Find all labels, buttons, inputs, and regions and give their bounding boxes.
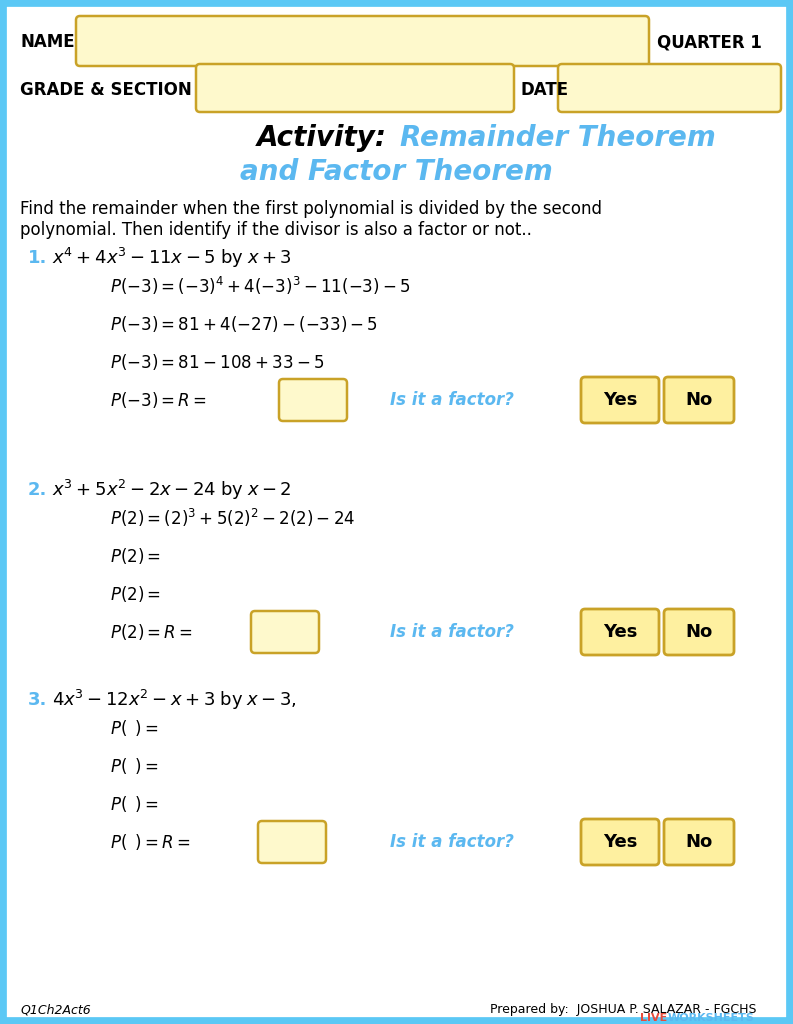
Text: $P(-3) = 81 - 108 + 33 - 5$: $P(-3) = 81 - 108 + 33 - 5$ [110,352,324,372]
FancyBboxPatch shape [581,609,659,655]
Text: Prepared by:  JOSHUA P. SALAZAR - FGCHS: Prepared by: JOSHUA P. SALAZAR - FGCHS [490,1004,757,1017]
Text: No: No [685,833,713,851]
FancyBboxPatch shape [279,379,347,421]
Text: WORKSHEETS: WORKSHEETS [668,1013,755,1023]
Text: Is it a factor?: Is it a factor? [390,391,514,409]
Text: $P(\enspace) =$: $P(\enspace) =$ [110,718,159,738]
Text: and Factor Theorem: and Factor Theorem [239,158,553,186]
Text: Find the remainder when the first polynomial is divided by the second
polynomial: Find the remainder when the first polyno… [20,200,602,239]
Text: LIVE: LIVE [640,1013,667,1023]
FancyBboxPatch shape [196,63,514,112]
FancyBboxPatch shape [251,611,319,653]
Text: $4x^3 - 12x^2 - x + 3\;$by$\; x - 3,$: $4x^3 - 12x^2 - x + 3\;$by$\; x - 3,$ [52,688,297,712]
Text: 3.: 3. [28,691,48,709]
Text: $P(2) = R =$: $P(2) = R =$ [110,622,193,642]
Text: No: No [685,391,713,409]
FancyBboxPatch shape [664,377,734,423]
Text: $P(-3) = 81 + 4(-27) - (-33) - 5$: $P(-3) = 81 + 4(-27) - (-33) - 5$ [110,314,378,334]
Text: $P(-3) = R =$: $P(-3) = R =$ [110,390,207,410]
Text: $P(\enspace) =$: $P(\enspace) =$ [110,756,159,776]
Text: Is it a factor?: Is it a factor? [390,833,514,851]
Text: $P(\enspace) = R =$: $P(\enspace) = R =$ [110,831,190,852]
Text: Activity:: Activity: [256,124,396,152]
Text: Yes: Yes [603,623,638,641]
Text: $P(\enspace) =$: $P(\enspace) =$ [110,794,159,814]
FancyBboxPatch shape [664,819,734,865]
Text: $P(-3) = (-3)^4 + 4(-3)^3 - 11(-3) - 5$: $P(-3) = (-3)^4 + 4(-3)^3 - 11(-3) - 5$ [110,275,411,297]
Text: NAME: NAME [20,33,75,51]
FancyBboxPatch shape [76,16,649,66]
Text: 1.: 1. [28,249,48,267]
Text: $x^4 + 4x^3 - 11x - 5\;$by$\; x + 3$: $x^4 + 4x^3 - 11x - 5\;$by$\; x + 3$ [52,246,292,270]
Text: Is it a factor?: Is it a factor? [390,623,514,641]
Text: Q1Ch2Act6: Q1Ch2Act6 [20,1004,90,1017]
Text: Remainder Theorem: Remainder Theorem [400,124,716,152]
Text: Yes: Yes [603,833,638,851]
Text: GRADE & SECTION: GRADE & SECTION [20,81,192,99]
FancyBboxPatch shape [581,377,659,423]
FancyBboxPatch shape [581,819,659,865]
FancyBboxPatch shape [258,821,326,863]
Text: 2.: 2. [28,481,48,499]
Text: $P(2) =$: $P(2) =$ [110,546,161,566]
Text: DATE: DATE [520,81,568,99]
Text: Yes: Yes [603,391,638,409]
Text: No: No [685,623,713,641]
Text: $P(2) = (2)^3 + 5(2)^2 - 2(2) - 24$: $P(2) = (2)^3 + 5(2)^2 - 2(2) - 24$ [110,507,355,529]
FancyBboxPatch shape [664,609,734,655]
FancyBboxPatch shape [558,63,781,112]
Text: $P(2) =$: $P(2) =$ [110,584,161,604]
Text: QUARTER 1: QUARTER 1 [657,33,762,51]
Text: $x^3 + 5x^2 - 2x - 24\;$by$\; x - 2$: $x^3 + 5x^2 - 2x - 24\;$by$\; x - 2$ [52,478,292,502]
